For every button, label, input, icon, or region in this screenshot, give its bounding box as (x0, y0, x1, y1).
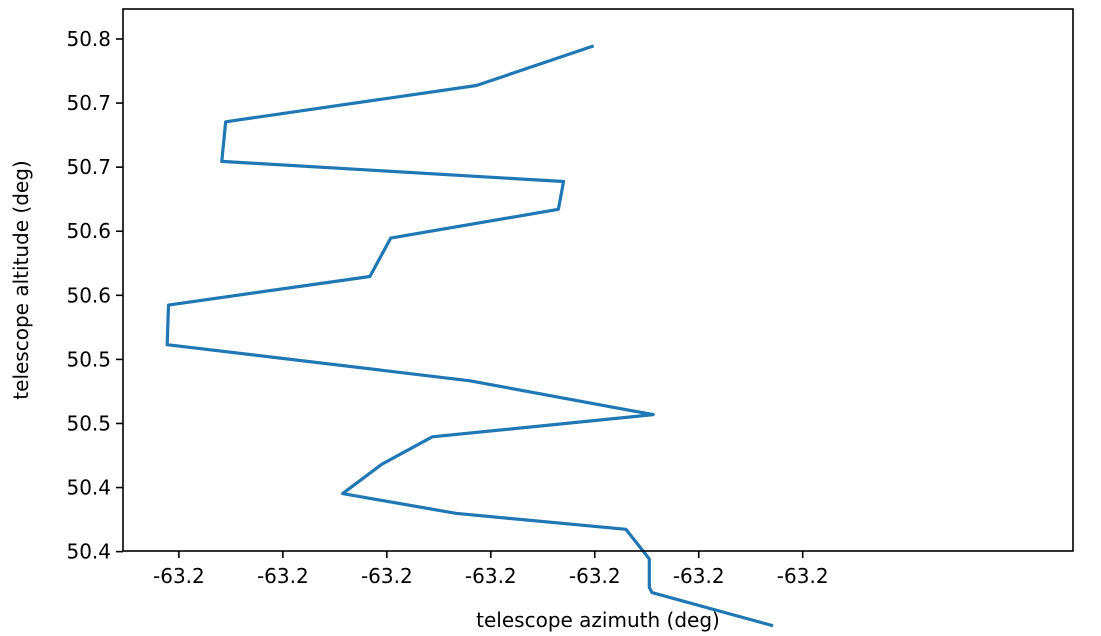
data-series-line (165, 44, 774, 628)
x-tick-label: -63.2 (257, 564, 309, 588)
y-tick-label: 50.5 (66, 347, 111, 371)
y-axis-title: telescope altitude (deg) (9, 160, 33, 399)
x-tick-label: -63.2 (569, 564, 621, 588)
x-axis-title: telescope azimuth (deg) (476, 608, 720, 632)
x-tick-label: -63.2 (777, 564, 829, 588)
x-tick-label: -63.2 (673, 564, 725, 588)
y-tick-label: 50.8 (66, 27, 111, 51)
y-tick-label: 50.4 (66, 476, 111, 500)
y-tick-label: 50.6 (66, 283, 111, 307)
y-tick-label: 50.4 (66, 540, 111, 564)
plot-frame (122, 8, 1074, 552)
y-axis: 50.4 50.4 50.5 50.5 50.6 50.6 50.7 50.7 50.8 (66, 27, 123, 564)
x-tick-label: -63.2 (153, 564, 205, 588)
y-tick-label: 50.7 (66, 91, 111, 115)
x-axis: -63.2 -63.2 -63.2 -63.2 -63.2 -63.2 -63.2 (153, 551, 829, 588)
y-tick-label: 50.6 (66, 219, 111, 243)
x-tick-label: -63.2 (361, 564, 413, 588)
y-tick-label: 50.5 (66, 411, 111, 435)
x-tick-label: -63.2 (465, 564, 517, 588)
y-tick-label: 50.7 (66, 155, 111, 179)
